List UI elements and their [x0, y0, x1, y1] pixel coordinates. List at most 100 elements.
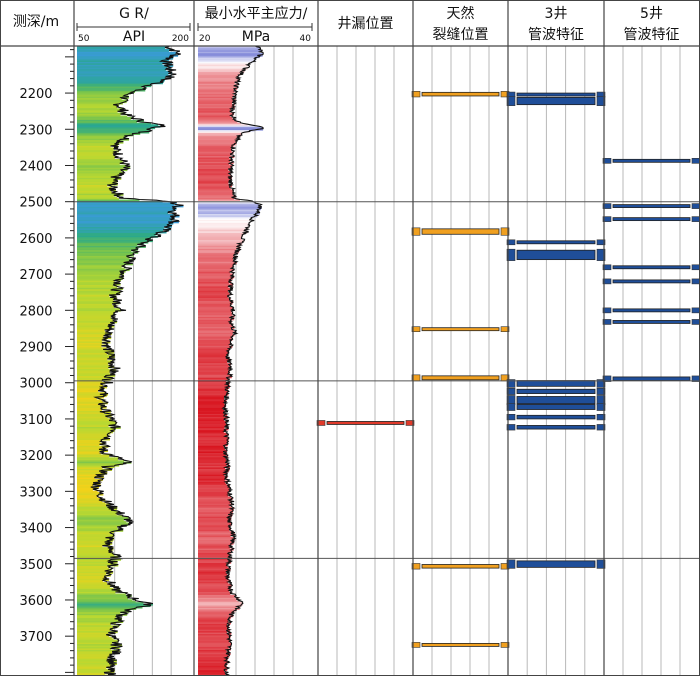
stress-fill-slice: [198, 116, 233, 120]
stress-fill-slice: [198, 257, 234, 260]
stress-fill-slice: [198, 370, 230, 373]
gr-fill-slice: [77, 93, 129, 96]
stress-fill-slice: [198, 548, 234, 551]
stress-fill-slice: [198, 481, 226, 484]
gr-fill-slice: [77, 570, 108, 573]
gr-fill-slice: [77, 455, 110, 458]
gr-fill-slice: [77, 248, 138, 251]
stress-fill-slice: [198, 189, 233, 192]
stress-fill-slice: [198, 489, 230, 492]
stress-fill-slice: [198, 150, 232, 153]
stress-fill-slice: [198, 613, 233, 616]
stress-fill-slice: [198, 187, 231, 190]
loss-interval-bar-cap-left: [316, 420, 326, 426]
gr-fill-slice: [77, 602, 144, 605]
gr-fill-slice: [77, 565, 108, 568]
gr-fill-slice: [77, 616, 117, 619]
gr-fill-slice: [77, 380, 103, 383]
stress-fill-slice: [198, 274, 234, 277]
well5-interval-bar-cap-right: [691, 375, 700, 382]
gr-fill-slice: [77, 172, 124, 175]
gr-fill-slice: [77, 153, 113, 156]
gr-fill-slice: [77, 665, 111, 668]
stress-fill-slice: [198, 658, 228, 661]
stress-fill-slice: [198, 667, 227, 670]
well5-interval-bar-cap-left: [602, 264, 612, 271]
gr-fill-slice: [77, 470, 103, 473]
stress-fill-slice: [198, 86, 238, 89]
stress-fill-slice: [198, 50, 263, 53]
stress-fill-slice: [198, 623, 228, 626]
stress-fill-slice: [198, 137, 237, 140]
stress-fill-slice: [198, 309, 232, 312]
gr-fill-slice: [77, 526, 118, 529]
well3-interval-bar: [516, 92, 596, 97]
stress-fill-slice: [198, 115, 231, 118]
stress-fill-slice: [198, 338, 233, 341]
gr-fill-slice: [77, 610, 129, 613]
stress-title-line2: MPa: [242, 29, 270, 45]
stress-fill-slice: [198, 632, 232, 635]
stress-fill-slice: [198, 571, 226, 574]
gr-fill-slice: [77, 124, 159, 127]
gr-fill-slice: [77, 337, 112, 340]
gr-fill-slice: [77, 280, 115, 283]
stress-fill-slice: [198, 405, 226, 408]
gr-fill-slice: [77, 85, 152, 88]
stress-fill-slice: [198, 164, 233, 167]
gr-fill-slice: [77, 88, 146, 91]
stress-fill-slice: [198, 486, 230, 489]
gr-fill-slice: [77, 568, 112, 571]
gr-fill-slice: [77, 216, 175, 219]
gr-fill-slice: [77, 441, 101, 444]
gr-fill-slice: [77, 258, 134, 261]
gr-fill-slice: [77, 605, 151, 608]
stress-fill-slice: [198, 625, 230, 628]
stress-fill-slice: [198, 584, 232, 587]
gr-fill-slice: [77, 408, 103, 411]
stress-fill-slice: [198, 192, 233, 195]
gr-fill-slice: [77, 306, 114, 309]
stress-fill-slice: [198, 151, 234, 154]
fractures-interval-bar-cap-left: [411, 326, 421, 332]
stress-fill-slice: [198, 509, 233, 512]
gr-fill-slice: [77, 125, 161, 128]
stress-fill-slice: [198, 539, 235, 542]
stress-fill-slice: [198, 648, 231, 651]
gr-fill-slice: [77, 578, 110, 582]
gr-fill-slice: [77, 654, 110, 657]
well5-interval-bar-cap-left: [602, 278, 612, 285]
gr-fill-slice: [77, 486, 100, 489]
gr-fill-slice: [77, 54, 179, 57]
stress-fill-slice: [198, 618, 230, 621]
stress-fill-slice: [198, 644, 232, 647]
stress-fill-slice: [198, 160, 231, 163]
stress-fill-slice: [198, 70, 245, 73]
stress-fill-slice: [198, 673, 226, 676]
stress-fill-slice: [198, 510, 233, 513]
gr-fill-slice: [77, 468, 112, 471]
stress-fill-slice: [198, 592, 232, 595]
gr-fill-slice: [77, 231, 167, 234]
stress-fill-slice: [198, 638, 230, 641]
gr-fill-slice: [77, 457, 119, 460]
gr-fill-slice: [77, 583, 110, 586]
gr-fill-slice: [77, 450, 108, 453]
gr-fill-slice: [77, 345, 102, 348]
stress-fill-slice: [198, 229, 245, 232]
gr-fill-slice: [77, 102, 123, 105]
gr-fill-slice: [77, 554, 115, 557]
stress-fill-slice: [198, 593, 231, 596]
stress-fill-slice: [198, 363, 231, 366]
gr-fill-slice: [77, 203, 174, 206]
stress-fill-slice: [198, 209, 258, 212]
stress-fill-slice: [198, 616, 232, 619]
stress-fill-slice: [198, 374, 232, 377]
stress-fill-slice: [198, 140, 236, 143]
stress-fill-slice: [198, 283, 233, 286]
stress-fill-slice: [198, 296, 228, 299]
stress-fill-slice: [198, 505, 230, 508]
gr-fill-slice: [77, 626, 113, 629]
gr-fill-slice: [77, 513, 117, 516]
